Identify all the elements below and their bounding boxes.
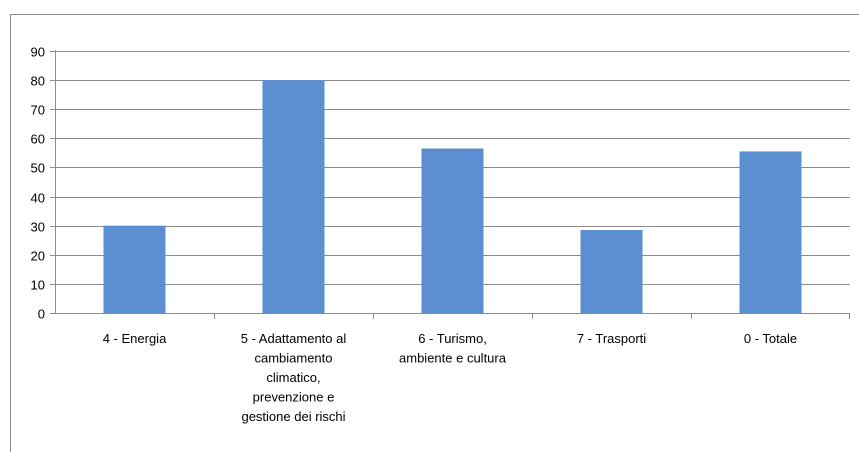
y-tick-label: 40 bbox=[31, 191, 45, 206]
bars bbox=[103, 80, 802, 313]
axes bbox=[50, 50, 850, 319]
x-category-label-line: 5 - Adattamento al bbox=[241, 331, 347, 346]
y-tick-labels: 0 10 20 30 40 50 60 70 80 90 bbox=[31, 45, 45, 322]
x-category-label: 7 - Trasporti bbox=[577, 331, 646, 346]
x-category-label-line: gestione dei rischi bbox=[241, 409, 345, 424]
chart-frame bbox=[10, 14, 859, 452]
x-category-label: 6 - Turismo, ambiente e cultura bbox=[399, 331, 507, 366]
x-category-label: 4 - Energia bbox=[103, 331, 167, 346]
bar bbox=[580, 230, 643, 313]
x-category-label-line: prevenzione e bbox=[253, 390, 335, 405]
x-category-label-line: 4 - Energia bbox=[103, 331, 167, 346]
x-category-label-line: 6 - Turismo, bbox=[418, 331, 487, 346]
y-tick-label: 70 bbox=[31, 103, 45, 118]
bar bbox=[103, 225, 166, 313]
bar bbox=[421, 148, 484, 313]
x-category-label-line: 0 - Totale bbox=[744, 331, 797, 346]
x-category-label-line: cambiamento bbox=[254, 351, 332, 366]
x-category-labels: 4 - Energia 5 - Adattamento al cambiamento… bbox=[103, 331, 797, 424]
y-tick-label: 60 bbox=[31, 132, 45, 147]
y-tick-label: 0 bbox=[38, 307, 45, 322]
x-category-label-line: climatico, bbox=[266, 370, 320, 385]
x-category-label: 0 - Totale bbox=[744, 331, 797, 346]
y-tick-label: 50 bbox=[31, 161, 45, 176]
bar bbox=[262, 80, 325, 313]
y-tick-label: 90 bbox=[31, 45, 45, 60]
x-category-label: 5 - Adattamento al cambiamento climatico, p… bbox=[241, 331, 347, 424]
y-tick-label: 10 bbox=[31, 278, 45, 293]
x-category-label-line: ambiente e cultura bbox=[399, 351, 507, 366]
y-tick-label: 30 bbox=[31, 220, 45, 235]
x-category-label-line: 7 - Trasporti bbox=[577, 331, 646, 346]
y-tick-label: 80 bbox=[31, 74, 45, 89]
bar bbox=[739, 151, 802, 313]
y-tick-label: 20 bbox=[31, 249, 45, 264]
